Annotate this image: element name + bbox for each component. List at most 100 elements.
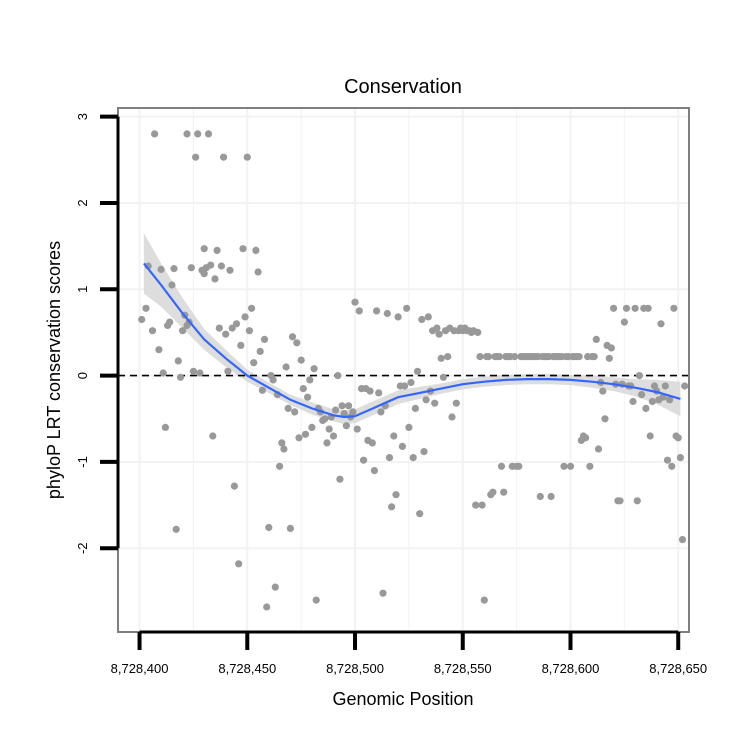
data-point (603, 341, 611, 349)
x-axis: 8,728,400 8,728,450 8,728,500 8,728,550 8,72… (111, 630, 707, 676)
data-point (601, 415, 609, 423)
data-point (220, 153, 228, 161)
data-point (635, 372, 644, 380)
data-point (678, 536, 687, 544)
data-point (189, 367, 197, 375)
data-point (260, 335, 269, 343)
data-point (306, 376, 314, 384)
data-point (176, 373, 185, 381)
data-point (633, 497, 641, 505)
data-point (265, 523, 273, 532)
data-point (681, 382, 689, 390)
data-point (224, 367, 232, 375)
data-point (269, 376, 277, 384)
data-point (592, 335, 600, 343)
x-axis-label: Genomic Position (332, 689, 473, 709)
data-point (254, 268, 262, 276)
data-point (599, 387, 607, 395)
data-point (547, 492, 555, 501)
data-point (390, 432, 398, 440)
data-point (174, 357, 182, 365)
data-point (282, 363, 290, 371)
data-point (413, 367, 422, 375)
smooth-line (143, 262, 681, 419)
panel-border (117, 107, 690, 633)
data-point (644, 304, 652, 312)
confidence-ribbon-area (143, 233, 681, 424)
data-point (405, 423, 413, 431)
data-point (222, 330, 230, 338)
data-point (155, 346, 163, 354)
data-point (472, 501, 480, 509)
data-point (138, 315, 146, 324)
data-point (629, 397, 637, 406)
y-tick-label: 2 (75, 199, 90, 206)
data-point (226, 266, 234, 274)
data-point (332, 406, 340, 414)
data-point (655, 396, 663, 404)
data-point (648, 397, 657, 406)
data-point (288, 333, 297, 341)
data-point (239, 245, 247, 253)
data-point (291, 408, 299, 416)
data-point (245, 327, 253, 335)
data-point (304, 393, 312, 401)
y-tick-label: -1 (75, 456, 90, 468)
data-point (340, 410, 348, 418)
data-point (256, 347, 264, 355)
data-point (310, 365, 318, 373)
data-point (329, 432, 338, 440)
data-point (564, 353, 572, 361)
data-point (420, 448, 428, 456)
data-point (325, 425, 333, 433)
data-point (142, 304, 150, 312)
data-point (551, 353, 560, 361)
data-point (388, 503, 396, 511)
data-point (610, 304, 618, 312)
data-point (433, 324, 441, 332)
grid-lines (118, 108, 689, 632)
data-point (342, 422, 350, 430)
data-point (482, 353, 491, 361)
data-point (590, 353, 598, 361)
data-point (439, 373, 447, 381)
data-point (444, 353, 452, 361)
data-point (168, 281, 176, 289)
data-point (211, 275, 219, 283)
data-point (411, 404, 419, 412)
data-point (403, 304, 411, 312)
data-point (172, 525, 180, 533)
data-point (409, 454, 417, 462)
data-point (646, 432, 654, 440)
data-point (500, 488, 508, 496)
data-point (508, 462, 516, 470)
data-point (424, 313, 432, 321)
data-point (622, 304, 631, 312)
data-point (650, 382, 659, 390)
data-point (510, 353, 519, 361)
data-point (366, 387, 374, 395)
data-point (179, 327, 187, 335)
data-point (657, 320, 665, 328)
x-tick-label: 8,728,650 (649, 661, 707, 676)
data-point (620, 318, 629, 326)
data-point (192, 153, 200, 161)
data-point (370, 467, 378, 475)
data-point (616, 497, 624, 505)
data-point (295, 434, 303, 442)
data-point (235, 560, 243, 568)
y-tick-label: 1 (75, 286, 90, 293)
data-point (286, 524, 294, 533)
data-point (336, 475, 344, 483)
y-tick-label: -2 (75, 542, 90, 554)
data-point (497, 462, 506, 470)
data-point (379, 589, 387, 597)
data-point (663, 456, 672, 464)
data-point (385, 454, 394, 462)
data-point (312, 596, 320, 604)
data-point (338, 402, 346, 410)
smooth-fit-line (143, 262, 681, 419)
y-tick-label: 0 (75, 372, 90, 379)
data-point (280, 445, 288, 453)
data-point (323, 439, 331, 447)
